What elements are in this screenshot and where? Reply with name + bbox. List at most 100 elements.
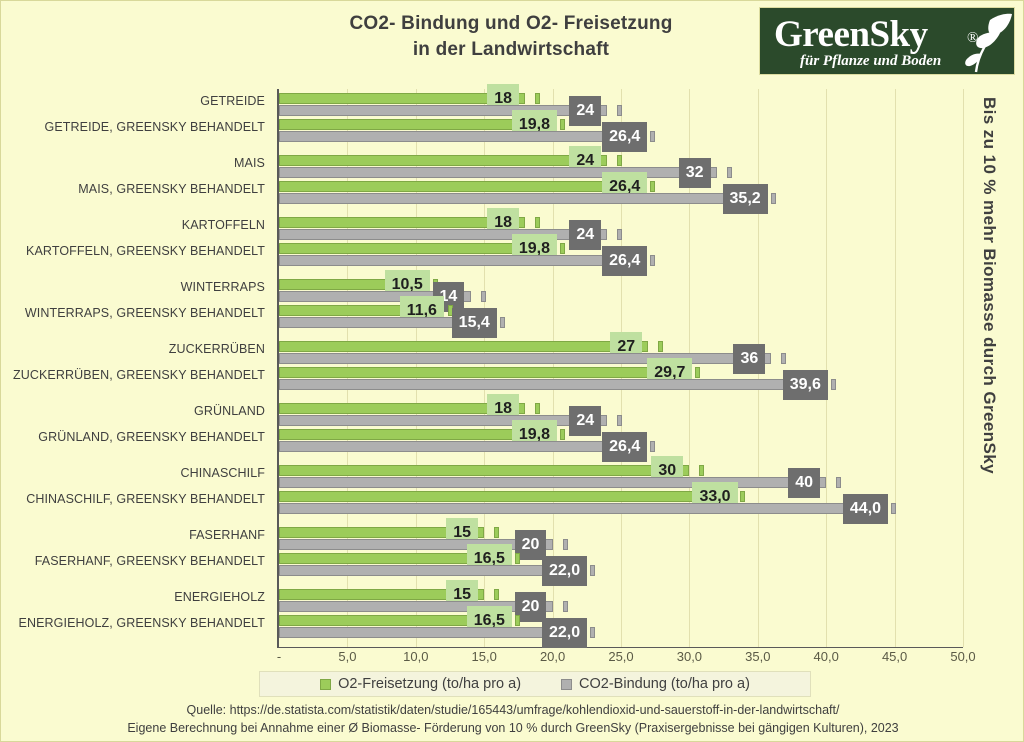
greensky-logo: GreenSky ® für Pflanze und Boden <box>759 7 1015 75</box>
bar-end-marker <box>836 477 842 488</box>
bar-green[interactable] <box>279 491 731 502</box>
bar-value-label: 26,4 <box>602 432 648 462</box>
bar-end-marker <box>559 119 565 130</box>
bar-end-marker <box>562 601 568 612</box>
category-label: GETREIDE, GREENSKY BEHANDELT <box>44 120 265 134</box>
bar-green[interactable] <box>279 341 649 352</box>
bar-gray[interactable] <box>279 291 471 302</box>
bar-gray[interactable] <box>279 353 772 364</box>
bar-gray[interactable] <box>279 503 881 514</box>
bar-end-marker <box>535 217 541 228</box>
bar-value-label: 35,2 <box>722 184 768 214</box>
bar-gray[interactable] <box>279 539 553 550</box>
bar-gray[interactable] <box>279 565 580 576</box>
legend-swatch-o2 <box>320 678 332 690</box>
bar-end-marker <box>770 193 776 204</box>
bar-gray[interactable] <box>279 415 608 426</box>
bar-green[interactable] <box>279 181 641 192</box>
footer-note: Eigene Berechnung bei Annahme einer Ø Bi… <box>127 721 899 735</box>
bar-value-label: 26,4 <box>602 122 648 152</box>
bar-end-marker <box>617 105 623 116</box>
bar-green[interactable] <box>279 367 686 378</box>
bar-green[interactable] <box>279 155 608 166</box>
bar-end-marker <box>695 367 701 378</box>
bar-gray[interactable] <box>279 229 608 240</box>
bar-end-marker <box>650 255 656 266</box>
x-tick-label: 5,0 <box>338 649 357 664</box>
bar-green[interactable] <box>279 589 485 600</box>
bar-end-marker <box>514 615 520 626</box>
bar-gray[interactable] <box>279 105 608 116</box>
bar-end-marker <box>535 403 541 414</box>
bar-green[interactable] <box>279 243 550 254</box>
bar-end-marker <box>699 465 705 476</box>
gridline <box>826 89 828 647</box>
x-tick-label: 25,0 <box>608 649 634 664</box>
bar-gray[interactable] <box>279 379 821 390</box>
logo-registered-mark: ® <box>967 30 979 46</box>
bar-green[interactable] <box>279 217 526 228</box>
bar-gray[interactable] <box>279 601 553 612</box>
bar-end-marker <box>480 291 486 302</box>
category-label: CHINASCHILF, GREENSKY BEHANDELT <box>26 492 265 506</box>
bar-green[interactable] <box>279 403 526 414</box>
bar-value-label: 39,6 <box>782 370 828 400</box>
bar-gray[interactable] <box>279 255 641 266</box>
category-label: CHINASCHILF <box>180 466 265 480</box>
bar-end-marker <box>617 415 623 426</box>
footer: Quelle: https://de.statista.com/statisti… <box>1 701 1024 737</box>
bar-green[interactable] <box>279 465 690 476</box>
bar-gray[interactable] <box>279 441 641 452</box>
bar-value-label: 22,0 <box>541 618 588 648</box>
x-tick-label: 20,0 <box>539 649 566 664</box>
legend-label-o2: O2-Freisetzung (to/ha pro a) <box>338 676 522 692</box>
legend-swatch-co2 <box>561 678 573 690</box>
category-label: ENERGIEHOLZ <box>174 590 265 604</box>
bar-end-marker <box>650 181 656 192</box>
gridline <box>894 89 896 647</box>
bar-gray[interactable] <box>279 131 641 142</box>
bar-value-label: 26,4 <box>602 246 648 276</box>
x-axis-line <box>277 647 963 648</box>
x-tick-label: 15,0 <box>471 649 497 664</box>
gridline <box>963 89 964 647</box>
bar-gray[interactable] <box>279 627 580 638</box>
category-label: GRÜNLAND, GREENSKY BEHANDELT <box>38 430 265 444</box>
category-label: WINTERRAPS <box>180 280 265 294</box>
bar-value-label: 44,0 <box>842 494 889 524</box>
bar-green[interactable] <box>279 119 550 130</box>
side-slogan-text: Bis zu 10 % mehr Biomasse durch GreenSky <box>980 97 999 474</box>
bar-end-marker <box>617 155 623 166</box>
title-line-2: in der Landwirtschaft <box>412 39 610 60</box>
bar-gray[interactable] <box>279 477 827 488</box>
bar-green[interactable] <box>279 429 550 440</box>
category-axis-labels: GETREIDE GETREIDE, GREENSKY BEHANDELT MAIS… <box>1 89 273 647</box>
bar-value-label: 22,0 <box>541 556 588 586</box>
category-label: MAIS, GREENSKY BEHANDELT <box>78 182 265 196</box>
bar-green[interactable] <box>279 93 526 104</box>
legend-item-o2: O2-Freisetzung (to/ha pro a) <box>320 676 521 692</box>
bar-end-marker <box>830 379 836 390</box>
title-line-1: CO2- Bindung und O2- Freisetzung <box>349 13 673 34</box>
bar-end-marker <box>617 229 623 240</box>
bar-gray[interactable] <box>279 193 761 204</box>
bar-green[interactable] <box>279 527 485 538</box>
bar-value-label: 24 <box>569 406 602 436</box>
bar-value-label: 36 <box>733 344 766 374</box>
y-axis-line <box>277 89 279 647</box>
bar-end-marker <box>781 353 787 364</box>
bar-value-label: 15,4 <box>451 308 497 338</box>
bar-value-label: 32 <box>678 158 711 188</box>
bar-end-marker <box>658 341 664 352</box>
bar-end-marker <box>535 93 541 104</box>
bar-gray[interactable] <box>279 167 717 178</box>
category-label: GRÜNLAND <box>194 404 265 418</box>
x-tick-label: 40,0 <box>813 649 839 664</box>
bar-end-marker <box>589 627 595 638</box>
bar-end-marker <box>890 503 896 514</box>
bar-end-marker <box>494 589 500 600</box>
bar-end-marker <box>726 167 732 178</box>
bar-end-marker <box>650 131 656 142</box>
category-label: ENERGIEHOLZ, GREENSKY BEHANDELT <box>18 616 265 630</box>
category-label: KARTOFFELN, GREENSKY BEHANDELT <box>26 244 265 258</box>
